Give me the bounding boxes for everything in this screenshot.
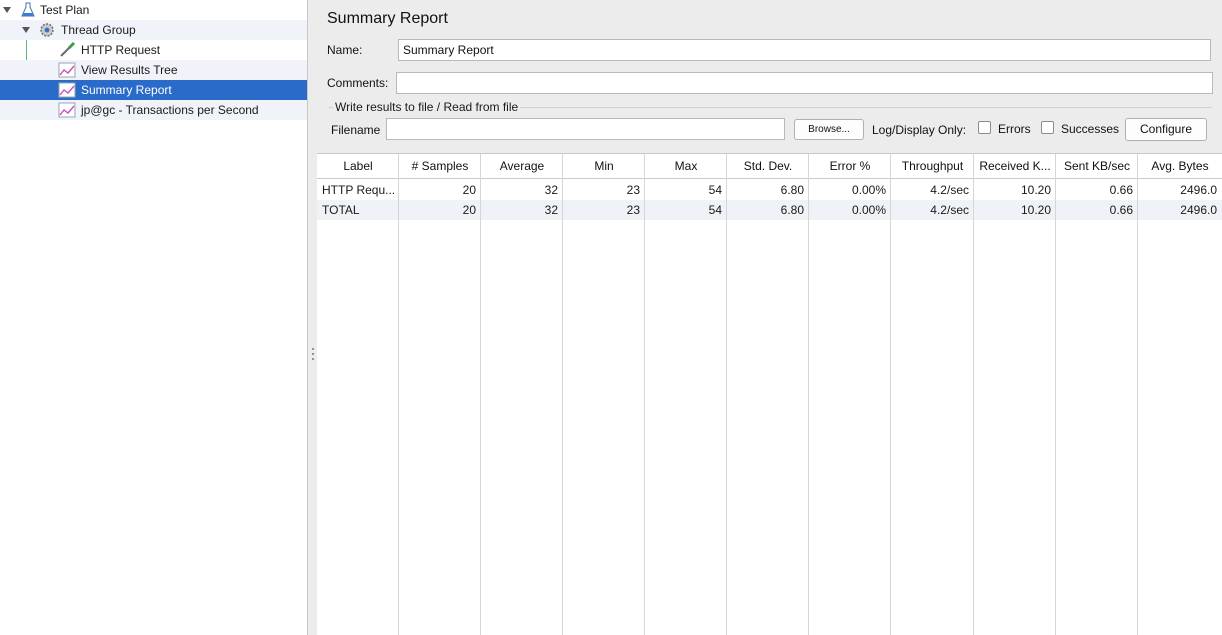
column-header-max[interactable]: Max — [645, 154, 727, 179]
configure-button[interactable]: Configure — [1125, 118, 1207, 141]
summary-report-panel: Summary Report Name: Summary Report Comm… — [317, 0, 1222, 635]
table-cell-average: 32 — [544, 203, 558, 217]
table-row[interactable]: TOTAL 20 32 23 54 6.80 0.00% 4.2/sec 10.20 0.66 24… — [317, 200, 1222, 220]
table-cell-received-kb: 10.20 — [1020, 183, 1051, 197]
tree-item-label: HTTP Request — [81, 43, 161, 57]
comments-field[interactable] — [396, 72, 1213, 94]
column-divider — [1137, 154, 1138, 635]
table-cell-samples: 20 — [462, 203, 476, 217]
panel-splitter[interactable] — [307, 0, 317, 635]
column-header-received-kb[interactable]: Received K... — [974, 154, 1056, 179]
tree-item-label: View Results Tree — [81, 63, 178, 77]
column-divider — [398, 154, 399, 635]
column-header-sent-kb[interactable]: Sent KB/sec — [1056, 154, 1138, 179]
grip-dot — [312, 358, 314, 360]
log-display-only-label: Log/Display Only: — [872, 123, 967, 137]
tree-item-label: Test Plan — [40, 3, 90, 17]
column-divider — [644, 154, 645, 635]
column-header-min[interactable]: Min — [563, 154, 645, 179]
tree-item-label: Thread Group — [61, 23, 136, 37]
column-divider — [562, 154, 563, 635]
pipette-icon — [60, 42, 76, 57]
tree-item-view-results-tree[interactable]: View Results Tree — [0, 60, 307, 80]
table-cell-sent-kb: 0.66 — [1109, 183, 1133, 197]
tree-item-transactions-per-second[interactable]: jp@gc - Transactions per Second — [0, 100, 307, 120]
tree-item-http-request[interactable]: HTTP Request — [0, 40, 307, 60]
errors-label: Errors — [998, 122, 1031, 136]
chart-icon — [58, 82, 76, 98]
table-cell-max: 54 — [708, 203, 722, 217]
chart-icon — [58, 102, 76, 118]
table-cell-std-dev: 6.80 — [780, 203, 804, 217]
group-divider — [329, 107, 1212, 108]
successes-label: Successes — [1061, 122, 1120, 136]
name-label: Name: — [327, 43, 363, 57]
column-header-avg-bytes[interactable]: Avg. Bytes — [1138, 154, 1222, 179]
results-file-group-title: Write results to file / Read from file — [333, 100, 521, 114]
name-field[interactable]: Summary Report — [398, 39, 1211, 61]
table-cell-received-kb: 10.20 — [1020, 203, 1051, 217]
gear-icon — [40, 23, 54, 37]
table-cell-avg-bytes: 2496.0 — [1180, 203, 1217, 217]
browse-button[interactable]: Browse... — [794, 119, 864, 140]
table-cell-label: HTTP Requ... — [322, 183, 396, 197]
column-divider — [808, 154, 809, 635]
column-divider — [726, 154, 727, 635]
test-plan-tree[interactable]: Test Plan Thread Group HTTP Request View… — [0, 0, 307, 635]
errors-checkbox[interactable] — [978, 121, 991, 134]
summary-table[interactable]: Label # Samples Average Min Max Std. Dev. Erro… — [317, 153, 1222, 635]
tree-item-label: jp@gc - Transactions per Second — [81, 103, 259, 117]
table-cell-samples: 20 — [462, 183, 476, 197]
column-header-std-dev[interactable]: Std. Dev. — [727, 154, 809, 179]
table-cell-std-dev: 6.80 — [780, 183, 804, 197]
tree-item-summary-report[interactable]: Summary Report — [0, 80, 307, 100]
table-cell-throughput: 4.2/sec — [930, 203, 969, 217]
column-divider — [480, 154, 481, 635]
table-cell-average: 32 — [544, 183, 558, 197]
page-title: Summary Report — [327, 10, 448, 27]
comments-label: Comments: — [327, 76, 389, 90]
grip-dot — [312, 353, 314, 355]
grip-dot — [312, 348, 314, 350]
successes-checkbox[interactable] — [1041, 121, 1054, 134]
tree-item-thread-group[interactable]: Thread Group — [0, 20, 307, 40]
table-cell-max: 54 — [708, 183, 722, 197]
table-cell-error-pct: 0.00% — [851, 183, 886, 197]
filename-field[interactable] — [386, 118, 785, 140]
table-row[interactable]: HTTP Requ... 20 32 23 54 6.80 0.00% 4.2/sec 10.2… — [317, 180, 1222, 200]
chart-icon — [58, 62, 76, 78]
column-header-label[interactable]: Label — [317, 154, 399, 179]
column-divider — [890, 154, 891, 635]
table-cell-throughput: 4.2/sec — [930, 183, 969, 197]
filename-label: Filename — [331, 123, 381, 137]
column-header-error-pct[interactable]: Error % — [809, 154, 891, 179]
tree-item-test-plan[interactable]: Test Plan — [0, 0, 307, 20]
tree-item-label: Summary Report — [81, 83, 172, 97]
table-cell-sent-kb: 0.66 — [1109, 203, 1133, 217]
column-header-average[interactable]: Average — [481, 154, 563, 179]
table-cell-avg-bytes: 2496.0 — [1180, 183, 1217, 197]
expanded-triangle-icon[interactable] — [3, 7, 11, 13]
column-divider — [1055, 154, 1056, 635]
column-header-samples[interactable]: # Samples — [399, 154, 481, 179]
table-cell-label: TOTAL — [322, 203, 360, 217]
expanded-triangle-icon[interactable] — [22, 27, 30, 33]
table-cell-error-pct: 0.00% — [851, 203, 886, 217]
table-cell-min: 23 — [626, 203, 640, 217]
column-divider — [973, 154, 974, 635]
flask-icon — [21, 2, 35, 17]
column-header-throughput[interactable]: Throughput — [891, 154, 974, 179]
table-cell-min: 23 — [626, 183, 640, 197]
